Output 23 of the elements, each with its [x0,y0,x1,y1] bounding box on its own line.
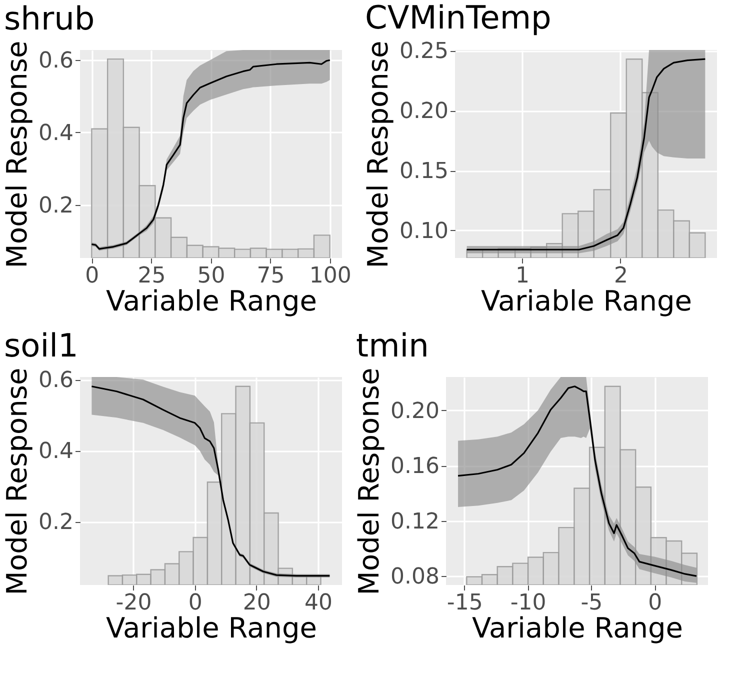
y-tick-label: 0.2 [38,510,74,536]
y-tick-label: 0.4 [38,120,74,146]
y-tick-label: 0.6 [38,368,74,394]
chart-title: soil1 [4,326,78,364]
y-tick-label: 0.20 [400,99,448,124]
y-tick-label: 0.15 [400,159,448,184]
y-axis-title: Model Response [0,368,34,596]
y-tick-label: 0.12 [390,509,440,534]
y-tick-label: 0.25 [400,39,448,64]
chart-title: shrub [4,0,95,38]
y-axis-title: Model Response [352,368,386,596]
y-tick-label: 0.6 [38,48,74,74]
y-axis-title: Model Response [0,40,34,268]
y-axis-title: Model Response [362,40,395,268]
y-tick-label: 0.2 [38,193,74,218]
y-tick-label: 0.4 [38,439,74,464]
y-tick-label: 0.16 [390,454,440,480]
y-tick-label: 0.20 [390,398,440,424]
y-tick-label: 0.08 [390,564,440,590]
y-tick-label: 0.10 [400,218,448,244]
x-tick-label: 0 [85,264,100,288]
chart-title: tmin [356,326,429,364]
chart-title: CVMinTemp [365,0,552,37]
